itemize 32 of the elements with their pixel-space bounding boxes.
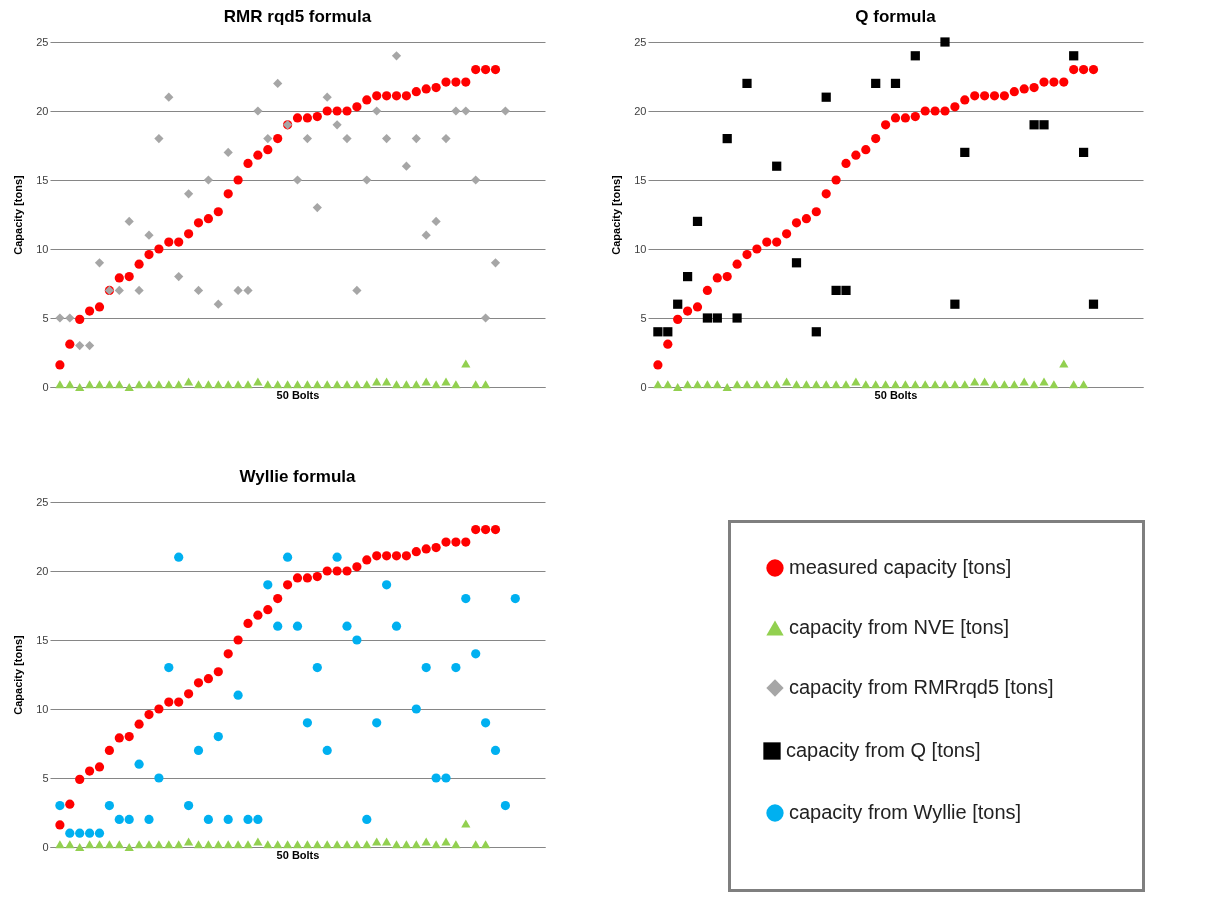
y-tick-label: 15	[634, 173, 647, 186]
x-axis-title: 50 Bolts	[276, 388, 320, 401]
chart-title: RMR rqd5 formula	[223, 7, 372, 26]
x-axis-title: 50 Bolts	[874, 388, 918, 401]
legend-label: capacity from Wyllie [tons]	[789, 801, 1022, 823]
legend-label: capacity from NVE [tons]	[789, 616, 1010, 638]
y-tick-label: 10	[36, 702, 49, 715]
y-axis-title: Capacity [tons]	[12, 634, 25, 715]
y-tick-label: 10	[634, 242, 647, 255]
y-axis-title: Capacity [tons]	[12, 174, 25, 255]
legend-label: measured capacity [tons]	[789, 556, 1012, 578]
y-axis-title: Capacity [tons]	[610, 174, 623, 255]
chart-title: Q formula	[855, 7, 937, 26]
y-tick-label: 5	[42, 311, 49, 324]
y-tick-label: 20	[36, 564, 49, 577]
y-tick-label: 20	[36, 104, 49, 117]
y-tick-label: 25	[634, 35, 647, 48]
y-tick-label: 0	[640, 380, 647, 393]
chart-title: Wyllie formula	[239, 467, 356, 486]
y-tick-label: 25	[36, 495, 49, 508]
y-tick-label: 10	[36, 242, 49, 255]
y-tick-label: 20	[634, 104, 647, 117]
y-tick-label: 15	[36, 173, 49, 186]
legend-label: capacity from Q [tons]	[786, 739, 981, 761]
y-tick-label: 0	[42, 380, 49, 393]
y-tick-label: 15	[36, 633, 49, 646]
y-tick-label: 25	[36, 35, 49, 48]
x-axis-title: 50 Bolts	[276, 848, 320, 861]
y-tick-label: 0	[42, 840, 49, 853]
y-tick-label: 5	[42, 771, 49, 784]
y-tick-label: 5	[640, 311, 647, 324]
legend-label: capacity from RMRrqd5 [tons]	[789, 676, 1054, 698]
